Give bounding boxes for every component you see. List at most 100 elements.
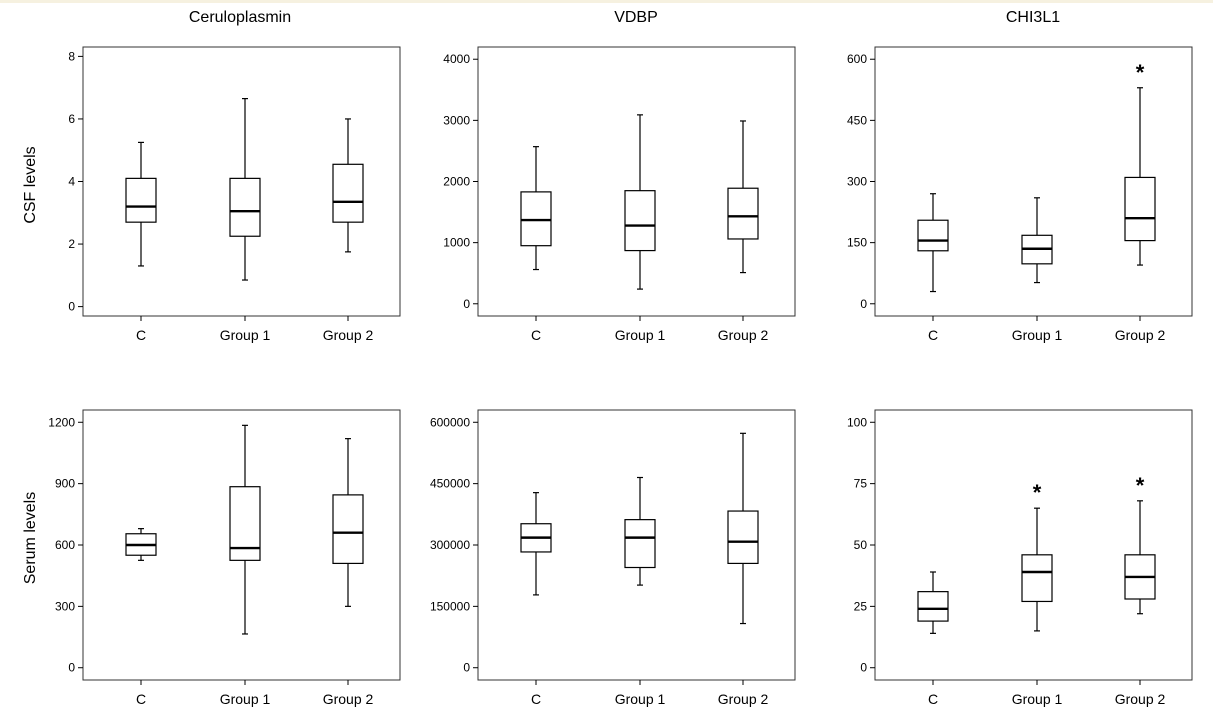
significance-asterisk: * [1136, 60, 1145, 85]
y-tick-label: 3000 [443, 113, 470, 127]
iqr-box [1124, 176, 1156, 242]
category-label: C [531, 691, 541, 707]
box-group-1 [229, 98, 261, 281]
category-label: Group 2 [718, 691, 769, 707]
significance-asterisk: * [1033, 480, 1042, 505]
iqr-box [520, 191, 552, 247]
y-tick-label: 2000 [443, 175, 470, 189]
category-label: C [136, 327, 146, 343]
box-c [520, 146, 552, 271]
y-tick-label: 8 [68, 49, 75, 63]
y-tick-label: 50 [854, 538, 868, 552]
iqr-box [229, 177, 261, 237]
iqr-box [727, 510, 759, 565]
box-group-1: * [1021, 480, 1053, 632]
box-group-2 [332, 438, 364, 607]
box-c [520, 492, 552, 596]
category-label: Group 1 [1012, 327, 1063, 343]
category-label: Group 2 [718, 327, 769, 343]
y-tick-label: 450000 [430, 477, 470, 491]
row-title-csf: CSF levels [22, 146, 39, 223]
y-tick-label: 600000 [430, 415, 470, 429]
y-tick-label: 300000 [430, 538, 470, 552]
y-tick-label: 0 [860, 297, 867, 311]
box-group-1 [1021, 197, 1053, 284]
y-tick-label: 1200 [48, 415, 75, 429]
iqr-box [917, 591, 949, 622]
category-label: C [136, 691, 146, 707]
box-c [125, 528, 157, 561]
significance-asterisk: * [1136, 473, 1145, 498]
category-label: Group 2 [323, 327, 374, 343]
panel-3: 0 150 300 450 600 C Group 1 Group 2 * [847, 46, 1193, 343]
iqr-box [229, 486, 261, 561]
panel-2: 0 1000 2000 3000 4000 C Group 1 Group 2 [443, 46, 796, 343]
iqr-box [332, 163, 364, 223]
y-tick-label: 600 [847, 52, 867, 66]
y-tick-label: 6 [68, 112, 75, 126]
box-c [125, 141, 157, 267]
box-group-2: * [1124, 473, 1156, 615]
panel-6: 0 25 50 75 100 C Group 1 Group 2 * * [847, 409, 1193, 707]
y-tick-label: 2 [68, 237, 75, 251]
row-title-serum: Serum levels [22, 492, 39, 584]
iqr-box [125, 177, 157, 223]
box-group-2: * [1124, 60, 1156, 266]
iqr-box [917, 219, 949, 252]
y-tick-label: 0 [463, 661, 470, 675]
y-tick-label: 450 [847, 113, 867, 127]
box-group-1 [229, 424, 261, 635]
category-label: Group 1 [615, 691, 666, 707]
column-title-vdbp: VDBP [614, 9, 658, 26]
y-tick-label: 100 [847, 415, 867, 429]
panel-4: 0 300 600 900 1200 C Group 1 Group 2 [48, 409, 401, 707]
category-label: Group 1 [615, 327, 666, 343]
y-tick-label: 1000 [443, 236, 470, 250]
iqr-box [332, 494, 364, 565]
box-group-2 [332, 118, 364, 253]
iqr-box [624, 519, 656, 569]
box-group-2 [727, 432, 759, 625]
category-label: Group 2 [323, 691, 374, 707]
y-tick-label: 150000 [430, 599, 470, 613]
y-tick-label: 900 [55, 477, 75, 491]
category-label: C [928, 691, 938, 707]
top-band [0, 0, 1213, 3]
titles-layer: Ceruloplasmin VDBP CHI3L1 CSF levels Ser… [22, 9, 1060, 584]
category-label: C [531, 327, 541, 343]
y-tick-label: 0 [860, 661, 867, 675]
y-tick-label: 300 [847, 175, 867, 189]
category-label: Group 1 [1012, 691, 1063, 707]
box-group-2 [727, 120, 759, 274]
y-tick-label: 4 [68, 175, 75, 189]
column-title-ceruloplasmin: Ceruloplasmin [189, 9, 291, 26]
panel-1: 0 2 4 6 8 C Group 1 Group 2 [68, 46, 401, 343]
y-tick-label: 600 [55, 538, 75, 552]
box-c [917, 193, 949, 293]
iqr-box [624, 190, 656, 252]
category-label: Group 2 [1115, 691, 1166, 707]
y-tick-label: 0 [68, 661, 75, 675]
box-c [917, 571, 949, 634]
y-tick-label: 4000 [443, 52, 470, 66]
panel-5: 0 150000 300000 450000 600000 C Group 1 Group 2 [430, 409, 796, 707]
iqr-box [1021, 554, 1053, 603]
category-label: Group 2 [1115, 327, 1166, 343]
box-group-1 [624, 476, 656, 586]
iqr-box [727, 187, 759, 240]
plot-frame [477, 46, 796, 317]
category-label: C [928, 327, 938, 343]
y-tick-label: 0 [68, 300, 75, 314]
y-tick-label: 300 [55, 599, 75, 613]
y-tick-label: 75 [854, 477, 868, 491]
y-tick-label: 0 [463, 297, 470, 311]
y-tick-label: 150 [847, 236, 867, 250]
column-title-chi3l1: CHI3L1 [1006, 9, 1060, 26]
category-label: Group 1 [220, 691, 271, 707]
box-group-1 [624, 114, 656, 290]
category-label: Group 1 [220, 327, 271, 343]
y-tick-label: 25 [854, 599, 868, 613]
plot-frame [874, 409, 1193, 681]
